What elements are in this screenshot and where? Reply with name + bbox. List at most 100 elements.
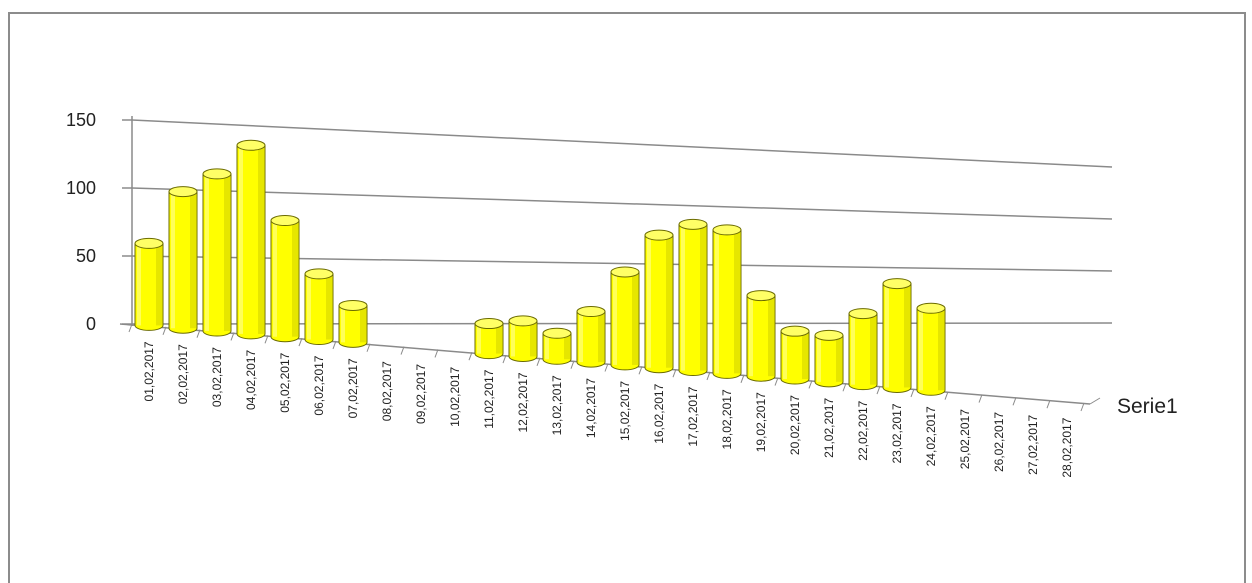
bar-body	[474, 323, 504, 360]
bar-body	[508, 320, 538, 362]
bar-highlight	[579, 311, 583, 363]
bar-top	[644, 229, 674, 241]
bar-body	[270, 220, 300, 343]
x-tick-mark	[604, 363, 609, 372]
bar-highlight	[273, 220, 277, 337]
bar	[848, 308, 878, 391]
bar-top	[270, 215, 300, 227]
bar	[202, 168, 232, 337]
bar-highlight	[681, 224, 685, 371]
bar-body	[712, 229, 742, 379]
x-tick-label: 18,02,2017	[720, 389, 734, 449]
bar	[780, 325, 810, 385]
bar-top	[678, 218, 708, 230]
bar-shade	[598, 311, 604, 363]
bar	[304, 268, 334, 345]
x-tick-mark	[672, 368, 677, 378]
bar-body	[576, 311, 606, 368]
bar-shade	[870, 313, 876, 385]
bar-body	[304, 273, 334, 345]
x-tick-label: 17,02,2017	[686, 386, 700, 446]
x-tick-label: 12,02,2017	[516, 372, 530, 432]
bar	[712, 224, 742, 379]
bar-highlight	[239, 145, 243, 334]
bar-shade	[666, 235, 672, 368]
x-tick-mark	[706, 371, 711, 381]
bar	[882, 278, 912, 393]
x-tick-label: 14,02,2017	[584, 378, 598, 438]
bar-body	[202, 173, 232, 337]
bar-highlight	[647, 235, 651, 368]
bar	[508, 315, 538, 362]
x-tick-mark	[910, 388, 915, 398]
bar-highlight	[715, 229, 719, 374]
x-tick-label: 10,02,2017	[448, 366, 462, 426]
x-tick-label: 23,02,2017	[890, 403, 904, 463]
bar	[338, 299, 368, 348]
x-tick-label: 05,02,2017	[278, 352, 292, 412]
x-tick-label: 22,02,2017	[856, 400, 870, 460]
x-tick-label: 27,02,2017	[1026, 414, 1040, 474]
x-tick-mark	[128, 323, 133, 333]
bar-shade	[768, 295, 774, 377]
bar-top	[576, 306, 606, 318]
bar-shade	[224, 173, 230, 332]
bar-shade	[496, 323, 502, 354]
x-tick-label: 28,02,2017	[1060, 417, 1074, 477]
y-tick-label: 50	[76, 246, 96, 266]
bar-body	[848, 313, 878, 391]
bar-top	[746, 290, 776, 302]
bar	[134, 237, 164, 331]
x-tick-mark	[842, 383, 847, 392]
x-tick-mark	[264, 335, 269, 344]
bar-body	[882, 283, 912, 393]
bar-top	[134, 237, 164, 249]
x-tick-mark	[196, 329, 201, 338]
x-tick-mark	[944, 391, 949, 400]
bar-shade	[904, 283, 910, 388]
bar-shade	[836, 335, 842, 382]
bar-body	[814, 334, 844, 388]
bar-top	[712, 224, 742, 236]
bar-highlight	[919, 308, 923, 391]
bar-top	[168, 186, 198, 198]
x-tick-label: 26,02,2017	[992, 412, 1006, 472]
bar-body	[168, 191, 198, 334]
bar-highlight	[545, 333, 549, 360]
bar-shade	[190, 191, 196, 329]
bar-top	[848, 308, 878, 320]
x-tick-label: 04,02,2017	[244, 350, 258, 410]
y-tick-label: 100	[66, 178, 96, 198]
labels: 0 50 100 150 01,02,2017 02,02,2017 03,02,2017 0…	[66, 110, 1178, 478]
x-tick-mark	[978, 394, 983, 403]
x-tick-mark	[230, 332, 235, 341]
bar-shade	[632, 271, 638, 365]
x-tick-label: 07,02,2017	[346, 358, 360, 418]
x-tick-label: 01,02,2017	[142, 341, 156, 401]
bar-shade	[802, 331, 808, 380]
bar-top	[916, 302, 946, 314]
gridline	[131, 119, 1113, 168]
bar-highlight	[171, 191, 175, 329]
x-tick-label: 16,02,2017	[652, 383, 666, 443]
bar	[916, 302, 946, 396]
bar-body	[236, 144, 266, 340]
bar	[168, 186, 198, 334]
bar-highlight	[477, 323, 481, 354]
bar-body	[746, 295, 776, 382]
x-tick-label: 03,02,2017	[210, 347, 224, 407]
y-tick-label: 0	[86, 314, 96, 334]
depth-tick-mark	[1089, 397, 1101, 405]
bar-body	[134, 242, 164, 331]
bar-shade	[326, 273, 332, 340]
bar-shade	[734, 229, 740, 374]
bar	[576, 306, 606, 368]
x-tick-label: 08,02,2017	[380, 361, 394, 421]
x-tick-mark	[434, 349, 439, 358]
bar	[644, 229, 674, 374]
x-tick-mark	[638, 366, 643, 375]
bar-highlight	[307, 273, 311, 340]
bar-top	[508, 315, 538, 327]
y-tick-label: 150	[66, 110, 96, 130]
